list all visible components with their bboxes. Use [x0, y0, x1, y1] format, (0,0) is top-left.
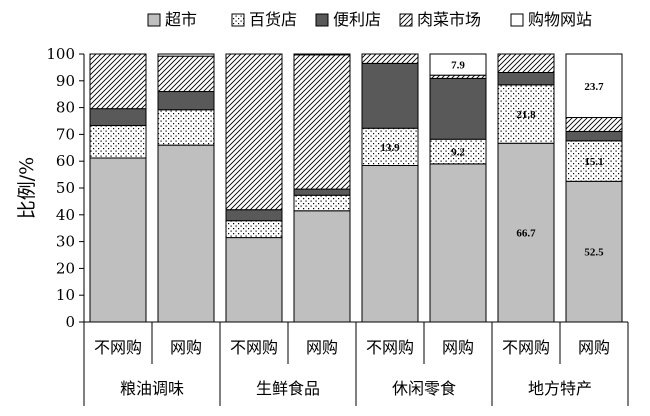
legend-swatch [315, 13, 329, 27]
x-tick-label: 不网购 [502, 338, 550, 357]
data-label: 13.9 [380, 142, 400, 154]
bars [89, 53, 623, 323]
x-tick-label: 不网购 [366, 338, 414, 357]
data-label: 66.7 [516, 228, 536, 240]
bar-segment [497, 71, 555, 86]
y-axis: 0 10 20 30 40 50 60 70 80 90 100 [46, 45, 85, 331]
x-tick-label: 网购 [306, 338, 338, 357]
x-group-label: 地方特产 [528, 379, 592, 398]
bar-segment [225, 209, 283, 222]
bar-segment [157, 91, 215, 111]
bar-segment [293, 54, 351, 190]
data-label: 21.8 [516, 109, 536, 121]
data-label: 52.5 [584, 247, 604, 259]
bar-segment [293, 210, 351, 323]
bar-segment [225, 237, 283, 323]
y-axis-label: 比例/% [16, 157, 38, 219]
data-labels: 13.9 9.2 7.9 21.8 66.7 15.1 23.7 52.5 [380, 60, 604, 259]
bar-segment [429, 77, 487, 140]
y-tick-label: 80 [56, 99, 75, 117]
bar-segment [157, 144, 215, 323]
bar-segment [89, 53, 147, 110]
bar-segment [361, 127, 419, 166]
x-tick-label: 网购 [578, 338, 610, 357]
legend-swatch [399, 13, 413, 27]
bar-segment [157, 109, 215, 146]
chart-legend: 超市 百货店 便利店 肉菜市场 购物网站 [147, 10, 592, 29]
legend-swatch [147, 13, 161, 27]
legend-swatch [231, 13, 245, 27]
bar-segment [157, 53, 215, 57]
bar-segment [89, 125, 147, 159]
bar-segment [565, 53, 623, 119]
legend-label: 百货店 [249, 10, 297, 29]
y-tick-label: 0 [65, 313, 75, 331]
bar-segment [89, 157, 147, 323]
y-tick-label: 60 [56, 152, 75, 170]
y-tick-label: 90 [56, 72, 75, 90]
x-tick-label: 网购 [170, 338, 202, 357]
x-tick-label: 不网购 [94, 338, 142, 357]
data-label: 15.1 [584, 156, 603, 168]
x-group-label: 粮油调味 [120, 379, 184, 398]
y-tick-label: 20 [56, 259, 75, 277]
legend-swatch [510, 13, 524, 27]
y-tick-label: 40 [56, 206, 75, 224]
y-tick-label: 70 [56, 125, 75, 143]
bar-segment [157, 55, 215, 93]
bar-segment [293, 194, 351, 212]
bar-segment [497, 142, 555, 323]
bar-segment [565, 117, 623, 132]
bar-segment [361, 62, 419, 129]
legend-label: 肉菜市场 [417, 10, 481, 29]
bar-segment [293, 53, 351, 56]
bar-segment [565, 140, 623, 182]
bar-segment [497, 53, 555, 73]
bar-segment [361, 53, 419, 64]
legend-label: 购物网站 [528, 10, 592, 29]
y-tick-label: 100 [46, 45, 75, 63]
bar-segment [89, 108, 147, 127]
x-tick-label: 网购 [442, 338, 474, 357]
y-tick-label: 50 [56, 179, 75, 197]
bar-segment [429, 53, 487, 76]
legend-label: 便利店 [333, 10, 381, 29]
x-group-label: 休闲零食 [392, 379, 456, 398]
bar-segment [565, 130, 623, 142]
data-label: 9.2 [451, 147, 465, 159]
bar-segment [225, 53, 283, 211]
legend-label: 超市 [165, 10, 197, 29]
data-label: 7.9 [451, 60, 465, 72]
y-tick-label: 10 [56, 286, 75, 304]
bar-segment [361, 164, 419, 323]
x-group-label: 生鲜食品 [256, 379, 320, 398]
bar-segment [429, 163, 487, 323]
data-label: 23.7 [584, 81, 604, 93]
bar-segment [293, 188, 351, 196]
x-tick-label: 不网购 [230, 338, 278, 357]
bar-segment [225, 220, 283, 239]
y-tick-label: 30 [56, 233, 75, 251]
